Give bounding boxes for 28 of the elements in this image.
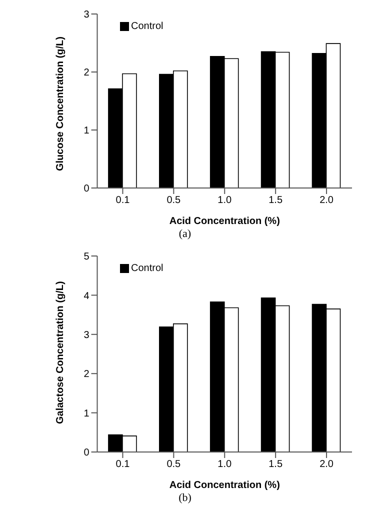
y-tick-label: 3 [84, 330, 90, 341]
x-tick-label: 0.1 [116, 195, 130, 206]
y-tick-label: 2 [84, 68, 90, 79]
x-tick-label: 1.5 [268, 195, 283, 206]
y-tick-label: 3 [84, 10, 90, 21]
x-tick-label: 0.1 [116, 459, 130, 470]
x-axis-title: Acid Concentration (%) [169, 480, 280, 491]
legend-label: Control [131, 20, 164, 33]
y-axis-title: Galactose Concentration (g/L) [54, 281, 66, 424]
y-axis-title: Glucose Concentration (g/L) [54, 36, 66, 171]
text: (a) [178, 228, 192, 240]
y-tick-label: 5 [84, 252, 90, 263]
x-tick-label: 1.0 [218, 459, 232, 470]
x-tick-label: 2.0 [320, 195, 334, 206]
x-tick-label: 0.5 [166, 459, 182, 470]
x-tick-label: 2.0 [320, 459, 334, 470]
y-tick-label: 1 [84, 408, 90, 420]
y-tick-label: 0 [84, 448, 90, 459]
x-tick-label: 1.5 [268, 459, 283, 470]
y-tick-label: 4 [84, 290, 90, 302]
y-tick-label: 0 [84, 184, 90, 195]
y-tick-label: 1 [84, 126, 90, 137]
x-tick-label: 1.0 [218, 195, 232, 206]
legend-label: Control [131, 262, 164, 275]
y-tick-label: 2 [84, 369, 90, 380]
text: (b) [178, 492, 192, 504]
x-tick-label: 0.5 [166, 195, 182, 206]
x-axis-title: Acid Concentration (%) [169, 216, 280, 227]
